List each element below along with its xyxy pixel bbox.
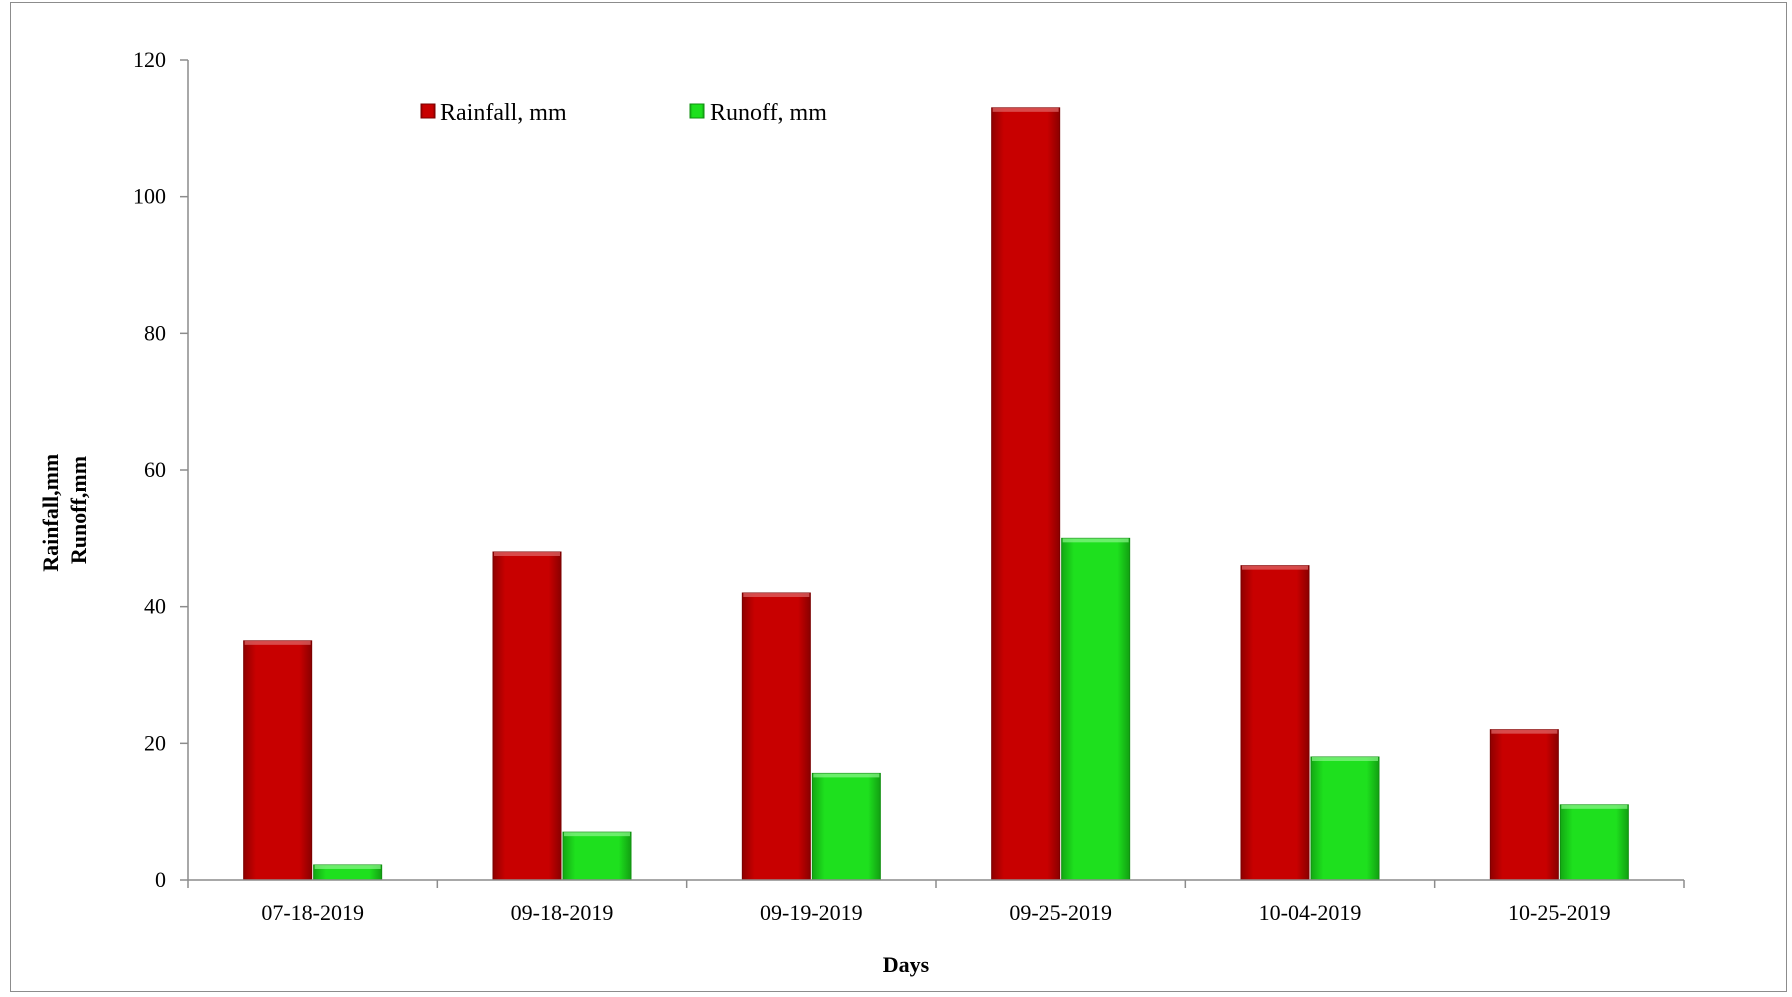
x-tick-label: 07-18-2019 xyxy=(261,900,364,925)
rainfall-bar-bevel xyxy=(992,107,1059,112)
rainfall-bar xyxy=(991,107,1061,881)
runoff-bar-bevel xyxy=(564,832,630,837)
x-axis-title: Days xyxy=(883,952,930,977)
y-axis-title-line-2: Runoff,mm xyxy=(66,456,91,564)
rainfall-bar-bevel xyxy=(494,552,560,556)
y-tick-label: 120 xyxy=(133,47,166,72)
rainfall-bar xyxy=(1489,729,1559,881)
runoff-bar-bevel xyxy=(1561,804,1628,809)
rainfall-bar xyxy=(1240,565,1310,881)
rainfall-bar-bevel xyxy=(1491,729,1558,734)
y-axis-title-line-1: Rainfall,mm xyxy=(38,454,63,572)
x-tick-label: 09-18-2019 xyxy=(511,900,614,925)
legend-item-runoff: Runoff, mm xyxy=(689,100,827,126)
legend: Rainfall, mm Runoff, mm xyxy=(420,100,827,126)
x-tick-label: 09-19-2019 xyxy=(760,900,863,925)
rainfall-bar xyxy=(741,592,811,881)
y-axis-title: Rainfall,mm Runoff,mm xyxy=(38,448,91,571)
y-tick-label: 40 xyxy=(144,594,166,619)
y-tick-label: 60 xyxy=(144,457,166,482)
runoff-bar-bevel xyxy=(1312,757,1378,761)
runoff-bar xyxy=(562,831,632,881)
runoff-bar xyxy=(1559,804,1629,881)
runoff-bar xyxy=(811,772,881,881)
legend-item-rainfall: Rainfall, mm xyxy=(420,100,567,126)
y-tick-label: 80 xyxy=(144,320,166,345)
rainfall-bar-bevel xyxy=(1242,565,1308,570)
rainfall-bar-bevel xyxy=(743,593,810,597)
y-tick-label: 0 xyxy=(155,867,166,892)
y-tick-label: 20 xyxy=(144,730,166,755)
x-tick-label: 10-04-2019 xyxy=(1259,900,1362,925)
legend-swatch-rainfall xyxy=(420,103,436,119)
runoff-bar-bevel xyxy=(813,773,880,778)
rainfall-bar xyxy=(243,640,313,881)
tick-labels-group: 0 20 40 60 80 100 120 07-18-2019 09-18-2019 09-19… xyxy=(133,47,1611,925)
y-tick-label: 100 xyxy=(133,184,166,209)
runoff-bar-bevel xyxy=(1062,538,1129,543)
runoff-bar-bevel xyxy=(314,864,381,869)
rainfall-bar xyxy=(492,551,562,881)
runoff-bar xyxy=(1061,537,1131,881)
legend-swatch-runoff xyxy=(689,103,705,119)
bars-group xyxy=(243,107,1629,881)
x-tick-label: 10-25-2019 xyxy=(1508,900,1611,925)
rainfall-bar-bevel xyxy=(244,640,311,645)
axes-group xyxy=(180,59,1685,888)
x-tick-label: 09-25-2019 xyxy=(1009,900,1112,925)
legend-label-runoff: Runoff, mm xyxy=(710,100,827,126)
legend-label-rainfall: Rainfall, mm xyxy=(440,100,567,126)
runoff-bar xyxy=(1310,756,1380,881)
